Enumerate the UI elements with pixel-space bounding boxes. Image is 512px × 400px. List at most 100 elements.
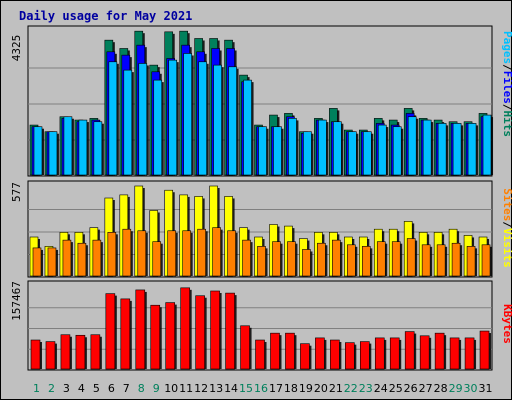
bar-kbytes-day-6 — [105, 293, 116, 370]
day-label-26: 26 — [404, 382, 418, 395]
bar-pages-day-6 — [108, 61, 118, 176]
bar-pages-day-24 — [377, 124, 387, 176]
day-label-5: 5 — [93, 382, 100, 395]
bar-sites-day-5 — [92, 239, 102, 277]
bar-kbytes-day-4 — [75, 334, 86, 370]
day-label-29: 29 — [449, 382, 463, 395]
bar-kbytes-day-15 — [240, 325, 250, 370]
bar-kbytes-day-7 — [120, 298, 131, 370]
bar-pages-day-25 — [392, 126, 402, 176]
bar-kbytes-day-13 — [210, 290, 220, 370]
day-label-10: 10 — [164, 382, 178, 395]
chart-panels — [27, 25, 494, 371]
day-label-24: 24 — [374, 382, 388, 395]
chart-title: Daily usage for May 2021 — [19, 9, 192, 23]
kbytes-panel-ymax-label: 157467 — [10, 281, 23, 321]
bar-pages-day-16 — [258, 126, 267, 176]
bar-pages-day-3 — [63, 116, 73, 176]
bar-pages-day-18 — [288, 118, 297, 176]
bar-kbytes-day-19 — [300, 343, 310, 370]
bar-kbytes-day-14 — [225, 292, 235, 370]
bar-pages-day-30 — [467, 123, 477, 176]
bar-pages-day-1 — [33, 126, 43, 176]
bar-sites-day-31 — [481, 244, 491, 277]
bar-kbytes-day-31 — [479, 330, 490, 370]
bar-sites-day-27 — [421, 244, 431, 277]
legend-separator: / — [501, 221, 512, 228]
bar-pages-day-29 — [452, 123, 462, 176]
legend-kbytes: KBytes — [501, 304, 512, 344]
kbytes-panel-legend: KBytes — [501, 304, 512, 344]
bar-sites-day-17 — [272, 241, 281, 277]
bar-pages-day-11 — [183, 53, 192, 176]
bar-pages-day-21 — [333, 121, 342, 176]
bar-kbytes-day-3 — [60, 334, 71, 370]
bar-sites-day-18 — [287, 241, 296, 277]
bar-sites-day-1 — [32, 247, 42, 277]
bar-kbytes-day-18 — [285, 332, 295, 370]
day-label-31: 31 — [479, 382, 493, 395]
bar-kbytes-day-25 — [389, 337, 400, 370]
bar-sites-day-8 — [137, 230, 147, 277]
hits-panel-legend: Pages/Files/Hits — [501, 31, 512, 137]
bar-pages-day-20 — [318, 119, 327, 176]
bar-pages-day-12 — [198, 61, 207, 176]
bar-pages-day-22 — [348, 131, 357, 176]
legend-sites: Sites — [501, 188, 512, 221]
bar-pages-day-9 — [153, 79, 163, 176]
bar-pages-day-2 — [48, 131, 58, 176]
bar-pages-day-14 — [228, 66, 237, 176]
legend-hits: Hits — [501, 111, 512, 138]
legend-separator: / — [501, 104, 512, 111]
day-label-2: 2 — [48, 382, 55, 395]
hits-panel-ymax-label: 4325 — [10, 35, 23, 62]
bar-sites-day-26 — [406, 238, 416, 277]
day-label-12: 12 — [194, 382, 208, 395]
kbytes-panel — [27, 280, 493, 371]
day-label-28: 28 — [434, 382, 448, 395]
visits-panel — [27, 180, 493, 278]
bar-pages-day-23 — [362, 131, 372, 176]
bar-sites-day-13 — [212, 227, 221, 277]
bar-sites-day-25 — [391, 241, 401, 277]
day-label-3: 3 — [63, 382, 70, 395]
day-label-11: 11 — [179, 382, 193, 395]
bar-sites-day-21 — [332, 239, 341, 277]
hits-panel — [27, 25, 494, 177]
bar-kbytes-day-5 — [90, 334, 101, 370]
day-label-19: 19 — [299, 382, 313, 395]
bar-pages-day-7 — [123, 69, 133, 176]
bar-sites-day-10 — [167, 230, 177, 277]
bar-pages-day-19 — [303, 131, 312, 176]
bar-kbytes-day-11 — [180, 287, 190, 370]
bar-sites-day-29 — [451, 242, 461, 277]
visits-panel-legend: Sites/Visits — [501, 188, 512, 268]
day-label-18: 18 — [284, 382, 298, 395]
bar-pages-day-27 — [422, 119, 432, 176]
bar-kbytes-day-30 — [464, 337, 475, 370]
legend-visits: Visits — [501, 228, 512, 268]
bar-pages-day-4 — [78, 119, 88, 176]
bar-pages-day-10 — [168, 59, 178, 176]
day-label-30: 30 — [464, 382, 478, 395]
day-label-20: 20 — [314, 382, 328, 395]
day-label-17: 17 — [269, 382, 283, 395]
day-label-4: 4 — [78, 382, 85, 395]
legend-pages: Pages — [501, 31, 512, 64]
bar-kbytes-day-27 — [419, 335, 430, 370]
day-label-21: 21 — [329, 382, 343, 395]
day-label-7: 7 — [123, 382, 130, 395]
bar-pages-day-26 — [407, 116, 417, 176]
bar-sites-day-24 — [376, 241, 386, 277]
bar-sites-day-14 — [227, 230, 236, 277]
day-label-15: 15 — [239, 382, 253, 395]
bar-sites-day-12 — [197, 228, 206, 277]
day-label-22: 22 — [344, 382, 358, 395]
bar-sites-day-16 — [257, 246, 266, 277]
bar-sites-day-11 — [182, 230, 191, 277]
bar-kbytes-day-28 — [434, 332, 445, 370]
bar-kbytes-day-2 — [45, 341, 56, 370]
bar-sites-day-19 — [302, 249, 311, 277]
bar-kbytes-day-29 — [449, 337, 460, 370]
